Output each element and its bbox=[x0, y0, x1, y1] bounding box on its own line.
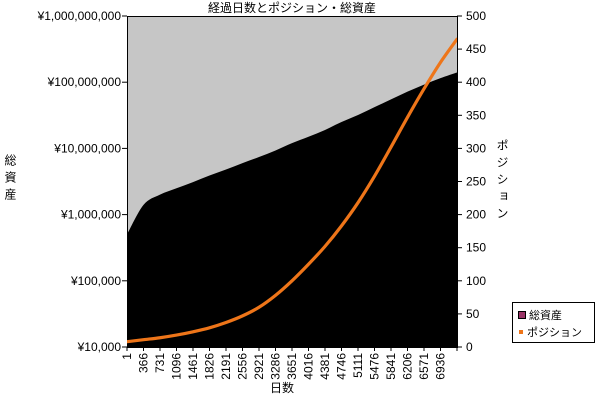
y-right-tick-label: 0 bbox=[466, 340, 473, 354]
y-left-tick-label: ¥10,000 bbox=[77, 340, 122, 354]
x-tick-label: 4381 bbox=[318, 353, 332, 380]
legend-label: ポジション bbox=[527, 326, 582, 339]
y-right-tick-label: 50 bbox=[466, 307, 480, 321]
legend-item: ポジション bbox=[518, 323, 594, 340]
y-right-tick-label: 350 bbox=[466, 108, 486, 122]
y-right-tick-label: 500 bbox=[466, 9, 486, 23]
y-right-tick-label: 300 bbox=[466, 141, 486, 155]
x-tick-label: 2191 bbox=[219, 353, 233, 380]
x-tick-label: 4016 bbox=[302, 353, 316, 380]
y-right-tick-label: 400 bbox=[466, 75, 486, 89]
x-tick-label: 1461 bbox=[186, 353, 200, 380]
x-tick-label: 5111 bbox=[351, 353, 365, 378]
x-axis-title: 日数 bbox=[269, 381, 294, 395]
y-right-tick-label: 100 bbox=[466, 274, 486, 288]
x-tick-label: 5476 bbox=[368, 353, 382, 380]
legend-label: 総資産 bbox=[529, 309, 562, 322]
x-tick-label: 2556 bbox=[236, 353, 250, 380]
y-right-tick-label: 200 bbox=[466, 208, 486, 222]
y-left-tick-label: ¥1,000,000,000 bbox=[37, 9, 122, 23]
area-series-total-assets bbox=[127, 72, 457, 347]
y-left-axis-title: 総資産 bbox=[3, 154, 17, 205]
legend-square-marker-icon bbox=[518, 310, 526, 319]
line-series-position bbox=[127, 37, 457, 344]
x-tick-label: 4746 bbox=[335, 353, 349, 380]
legend-item: 総資産 bbox=[518, 306, 594, 323]
x-tick-label: 366 bbox=[137, 353, 151, 373]
x-tick-label: 1826 bbox=[203, 353, 217, 380]
y-right-axis-title: ポジション bbox=[495, 139, 509, 224]
legend-dot-marker-icon bbox=[519, 329, 523, 334]
x-tick-label: 2921 bbox=[252, 353, 266, 380]
chart-title: 経過日数とポジション・総資産 bbox=[207, 1, 376, 15]
y-left-tick-label: ¥10,000,000 bbox=[53, 141, 121, 155]
x-tick-label: 6206 bbox=[401, 353, 415, 380]
y-right-tick-label: 450 bbox=[466, 42, 486, 56]
y-left-tick-label: ¥100,000,000 bbox=[47, 75, 122, 89]
x-tick-label: 731 bbox=[153, 353, 167, 373]
x-tick-label: 6936 bbox=[434, 353, 448, 380]
y-right-tick-label: 150 bbox=[466, 241, 486, 255]
y-right-tick-label: 250 bbox=[466, 175, 486, 189]
x-tick-label: 1096 bbox=[170, 353, 184, 380]
y-left-tick-label: ¥1,000,000 bbox=[60, 208, 121, 222]
x-tick-label: 6571 bbox=[417, 353, 431, 380]
legend: 総資産 ポジション bbox=[512, 302, 595, 343]
x-tick-label: 3651 bbox=[285, 353, 299, 380]
x-tick-label: 3286 bbox=[269, 353, 283, 380]
y-left-tick-label: ¥100,000 bbox=[70, 274, 121, 288]
x-tick-label: 1 bbox=[120, 353, 134, 360]
x-tick-label: 5841 bbox=[384, 353, 398, 380]
